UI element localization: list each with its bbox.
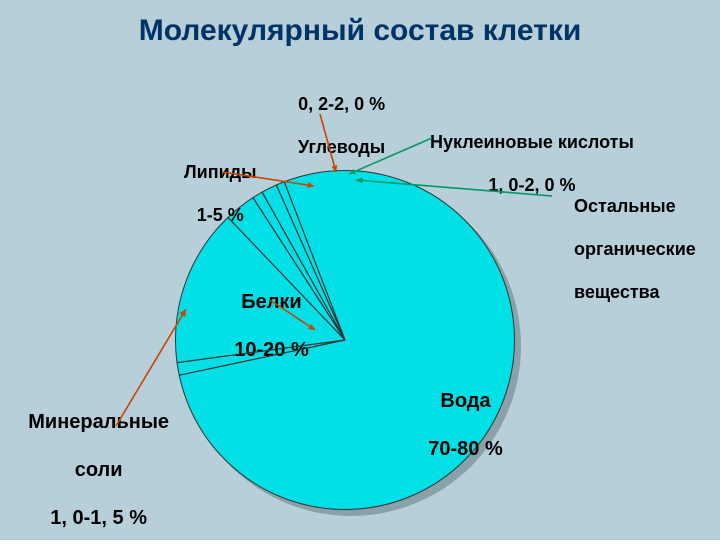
label-mineral-pct: 1, 0-1, 5 % [50, 507, 147, 529]
label-other-l3: вещества [574, 282, 659, 302]
label-proteins: Белки 10-20 % [212, 266, 309, 386]
label-lipids: Липиды 1-5 % [164, 140, 256, 248]
label-water-name: Вода [440, 390, 490, 412]
label-carbs: 0, 2-2, 0 % Углеводы [278, 72, 385, 180]
label-other-l2: органические [574, 239, 696, 259]
label-mineral-l2: соли [75, 459, 123, 481]
label-proteins-name: Белки [241, 291, 302, 313]
label-water-pct: 70-80 % [428, 438, 503, 460]
label-carbs-name: Углеводы [298, 137, 385, 157]
label-mineral: Минеральные соли 1, 0-1, 5 % [6, 386, 169, 554]
label-water: Вода 70-80 % [406, 365, 503, 485]
label-carbs-pct: 0, 2-2, 0 % [298, 94, 385, 114]
label-lipids-pct: 1-5 % [197, 205, 244, 225]
slide-title: Молекулярный состав клетки [0, 14, 720, 48]
label-other: Остальные органические вещества [554, 174, 696, 325]
label-nucleic-name: Нуклеиновые кислоты [430, 132, 634, 152]
label-lipids-name: Липиды [184, 162, 256, 182]
label-proteins-pct: 10-20 % [234, 339, 309, 361]
label-mineral-name: Минеральные [28, 411, 169, 433]
label-other-l1: Остальные [574, 196, 676, 216]
slide-root: Молекулярный состав клетки 0, 2-2, 0 % У… [0, 0, 720, 540]
